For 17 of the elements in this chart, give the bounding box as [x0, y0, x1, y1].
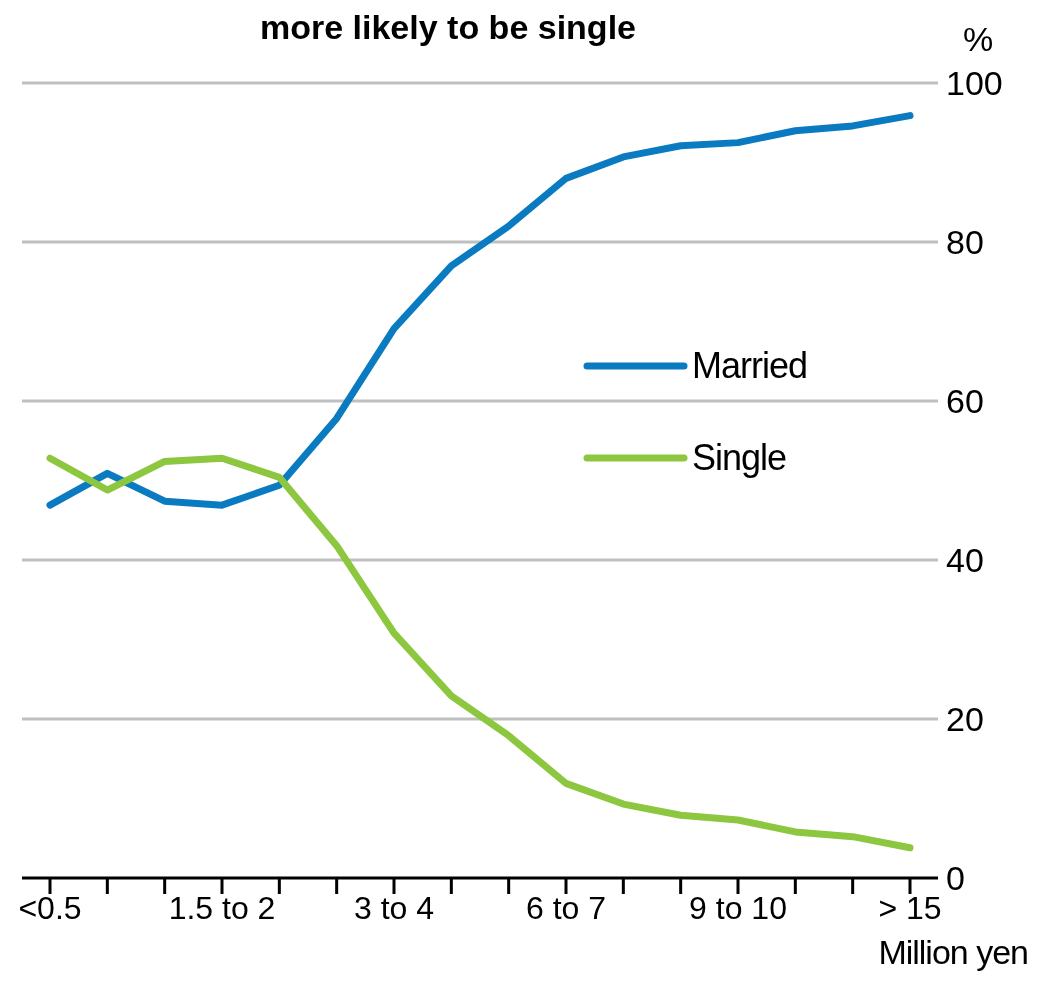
x-tick-label: 9 to 10: [689, 889, 787, 926]
legend-label: Married: [692, 345, 808, 387]
x-tick-label: 1.5 to 2: [168, 889, 276, 926]
x-tick-label: <0.5: [18, 889, 82, 926]
x-axis-title: Million yen: [878, 933, 1028, 972]
x-tick-label: 3 to 4: [353, 889, 435, 926]
y-tick-label: 80: [946, 223, 984, 262]
y-tick-label: 20: [946, 700, 984, 739]
y-tick-label: 100: [946, 64, 1003, 103]
legend-label: Single: [692, 437, 787, 479]
x-tick-label: 6 to 7: [525, 889, 607, 926]
y-tick-label: 40: [946, 541, 984, 580]
y-axis-title: %: [963, 20, 994, 59]
y-tick-label: 0: [946, 859, 965, 898]
chart-title: more likely to be single: [259, 8, 637, 47]
x-tick-label: > 15: [878, 889, 942, 926]
y-tick-label: 60: [946, 382, 984, 421]
